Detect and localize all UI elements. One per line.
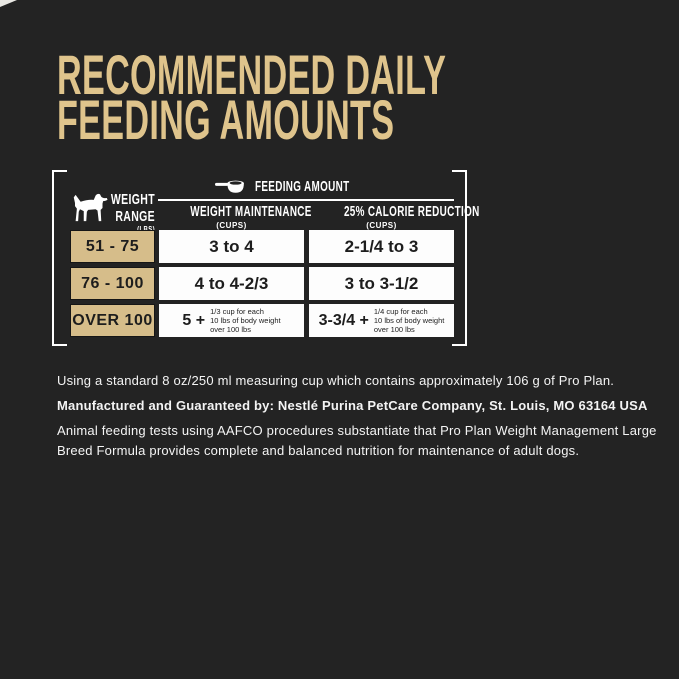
page-title: RECOMMENDED DAILY FEEDING AMOUNTS (57, 43, 447, 151)
page-title-line1: RECOMMENDED DAILY (57, 43, 447, 106)
reduction-row3-value: 3-3/4 + (318, 311, 369, 329)
maintenance-cell-row1: 3 to 4 (159, 230, 304, 263)
page-title-line2: FEEDING AMOUNTS (57, 88, 395, 151)
maintenance-row3-value: 5 + (182, 311, 206, 329)
dog-icon (73, 193, 108, 222)
weight-range-line1: WEIGHT (110, 191, 155, 208)
maintenance-row3-note: 1/3 cup for each 10 lbs of body weight o… (210, 307, 281, 334)
column-header-reduction: 25% CALORIE REDUCTION (343, 203, 480, 220)
reduction-row3-note: 1/4 cup for each 10 lbs of body weight o… (373, 307, 445, 334)
torn-corner-artifact (0, 0, 17, 7)
table-frame-right-bracket (452, 170, 467, 346)
weight-range-unit: (LBS) (84, 225, 155, 235)
footnote-aafco-line1: Animal feeding tests using AAFCO procedu… (57, 423, 657, 438)
reduction-cell-row1: 2-1/4 to 3 (309, 230, 454, 263)
footnote-manufacturer: Manufactured and Guaranteed by: Nestlé P… (57, 398, 648, 413)
measuring-cup-icon (214, 180, 244, 193)
maintenance-cell-row2: 4 to 4-2/3 (159, 267, 304, 300)
column-unit-reduction: (CUPS) (366, 221, 397, 230)
feeding-amount-label: FEEDING AMOUNT (254, 177, 350, 195)
reduction-cell-row2: 3 to 3-1/2 (309, 267, 454, 300)
footnote-aafco: Animal feeding tests using AAFCO procedu… (57, 421, 657, 460)
column-unit-maintenance: (CUPS) (216, 221, 247, 230)
header-divider-line (158, 199, 454, 201)
weight-range-cell-76-100: 76 - 100 (70, 267, 155, 300)
footnote-measuring-cup: Using a standard 8 oz/250 ml measuring c… (57, 373, 615, 388)
weight-range-cell-over-100: OVER 100 (70, 304, 155, 337)
footnote-aafco-line2: Breed Formula provides complete and bala… (57, 442, 580, 458)
weight-range-line2: RANGE (115, 208, 155, 225)
maintenance-cell-row3: 5 + 1/3 cup for each 10 lbs of body weig… (159, 304, 304, 337)
weight-range-header: WEIGHT RANGE (LBS) (60, 191, 155, 235)
column-header-maintenance: WEIGHT MAINTENANCE (190, 203, 312, 220)
feeding-amount-header: FEEDING AMOUNT (159, 177, 454, 195)
reduction-cell-row3: 3-3/4 + 1/4 cup for each 10 lbs of body … (309, 304, 454, 337)
table-frame-left-bracket (52, 170, 67, 346)
weight-range-cell-51-75: 51 - 75 (70, 230, 155, 263)
